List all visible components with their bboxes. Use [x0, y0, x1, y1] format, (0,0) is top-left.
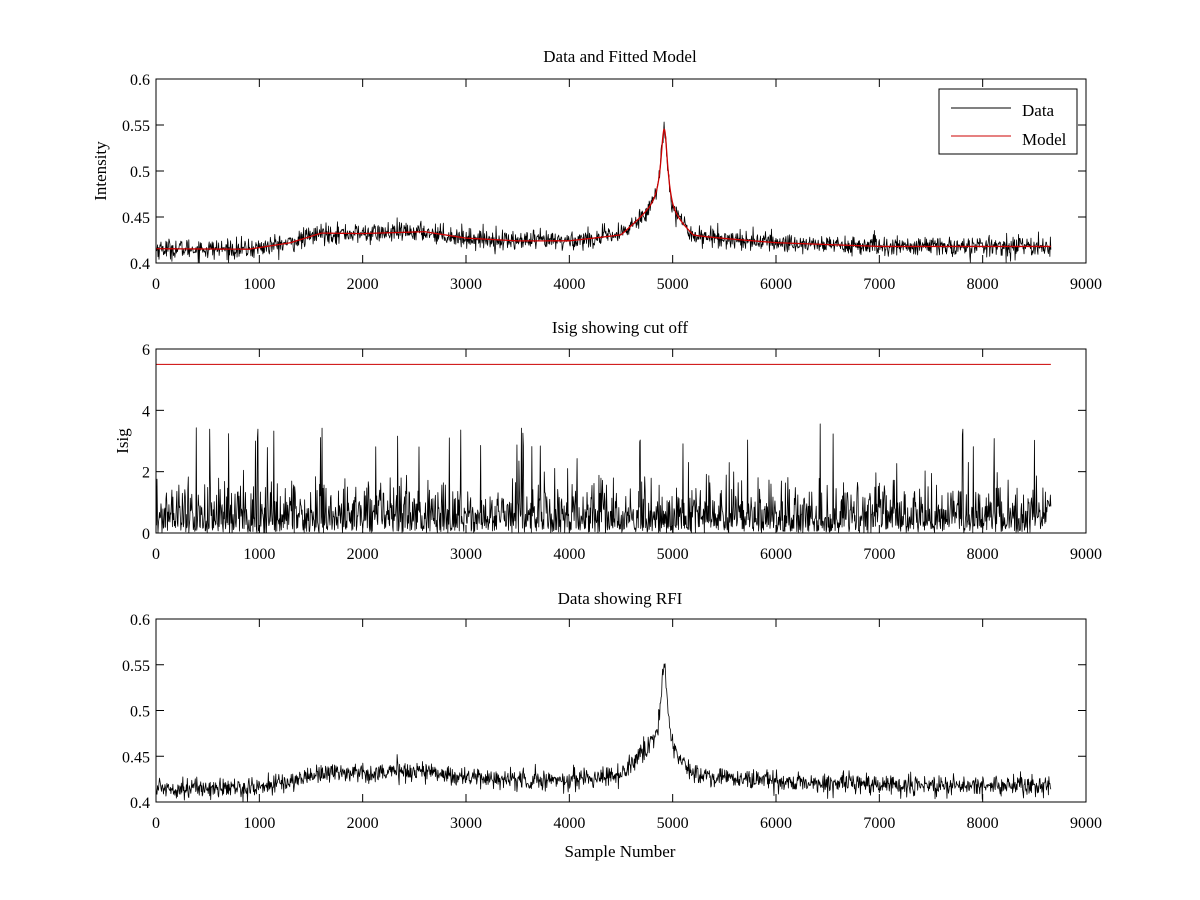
x-tick-label: 6000: [760, 276, 792, 293]
y-tick-label: 0.6: [130, 72, 150, 89]
panel-isig-cut-off: Isig showing cut off Isig 0 1000 2000 3000 4…: [113, 318, 1102, 563]
x-tick-label: 9000: [1070, 276, 1102, 293]
y-tick-label: 0.4: [130, 256, 150, 273]
x-tick-label: 2000: [347, 546, 379, 563]
y-tick-label: 6: [142, 342, 150, 359]
x-tick-label: 0: [152, 276, 160, 293]
x-tick-label: 8000: [967, 276, 999, 293]
plot-area: 0 1000 2000 3000 4000 5000 6000 7000 8000 9000 0.4…: [122, 72, 1102, 293]
x-tick-label: 9000: [1070, 546, 1102, 563]
x-tick-label: 5000: [657, 546, 689, 563]
y-tick-label: 0.45: [122, 210, 150, 227]
y-tick-label: 4: [142, 403, 150, 420]
y-tick-label: 0: [142, 526, 150, 543]
series-line-data: [155, 121, 1052, 264]
x-tick-label: 4000: [553, 276, 585, 293]
x-tick-label: 3000: [450, 546, 482, 563]
legend: Data Model: [938, 88, 1078, 155]
x-tick-label: 5000: [657, 815, 689, 832]
y-tick-label: 0.55: [122, 118, 150, 135]
x-tick-label: 4000: [553, 546, 585, 563]
x-tick-label: 7000: [863, 815, 895, 832]
x-tick-label: 1000: [243, 276, 275, 293]
x-tick-label: 8000: [967, 546, 999, 563]
x-tick-label: 0: [152, 546, 160, 563]
series-line-data: [155, 663, 1052, 803]
panel-title: Isig showing cut off: [552, 318, 688, 337]
x-tick-label: 1000: [243, 815, 275, 832]
y-axis-label: Isig: [113, 428, 132, 454]
y-tick-label: 0.45: [122, 749, 150, 766]
panel-data-showing-rfi: Data showing RFI Sample Number 0 1000 2000…: [122, 589, 1102, 861]
x-tick-label: 5000: [657, 276, 689, 293]
panel-title: Data showing RFI: [558, 589, 683, 608]
x-axis-label: Sample Number: [565, 842, 676, 861]
x-tick-label: 7000: [863, 546, 895, 563]
y-tick-label: 0.55: [122, 658, 150, 675]
legend-label-data: Data: [1022, 101, 1055, 120]
y-tick-label: 0.4: [130, 795, 150, 812]
y-axis-label: Intensity: [91, 141, 110, 201]
x-tick-label: 6000: [760, 546, 792, 563]
legend-label-model: Model: [1022, 130, 1067, 149]
x-tick-label: 6000: [760, 815, 792, 832]
panel-title: Data and Fitted Model: [543, 47, 697, 66]
x-tick-label: 3000: [450, 276, 482, 293]
plot-area: 0 1000 2000 3000 4000 5000 6000 7000 8000 9000 0.4…: [122, 612, 1102, 832]
series-line-isig: [155, 423, 1052, 534]
y-tick-label: 2: [142, 465, 150, 482]
x-tick-label: 0: [152, 815, 160, 832]
plot-area: 0 1000 2000 3000 4000 5000 6000 7000 8000 9000 0 2 4…: [142, 342, 1102, 563]
x-tick-label: 8000: [967, 815, 999, 832]
x-tick-label: 3000: [450, 815, 482, 832]
x-tick-label: 9000: [1070, 815, 1102, 832]
x-tick-label: 2000: [347, 815, 379, 832]
x-tick-label: 2000: [347, 276, 379, 293]
x-tick-label: 4000: [553, 815, 585, 832]
series-line-model: [155, 128, 1052, 250]
panel-data-and-fitted-model: Data and Fitted Model Intensity 0 1000 200…: [91, 47, 1102, 293]
y-tick-label: 0.5: [130, 164, 150, 181]
x-tick-label: 1000: [243, 546, 275, 563]
x-tick-label: 7000: [863, 276, 895, 293]
legend-box: [938, 88, 1078, 155]
axes-frame: [155, 348, 1087, 534]
y-tick-label: 0.6: [130, 612, 150, 629]
y-tick-label: 0.5: [130, 704, 150, 721]
